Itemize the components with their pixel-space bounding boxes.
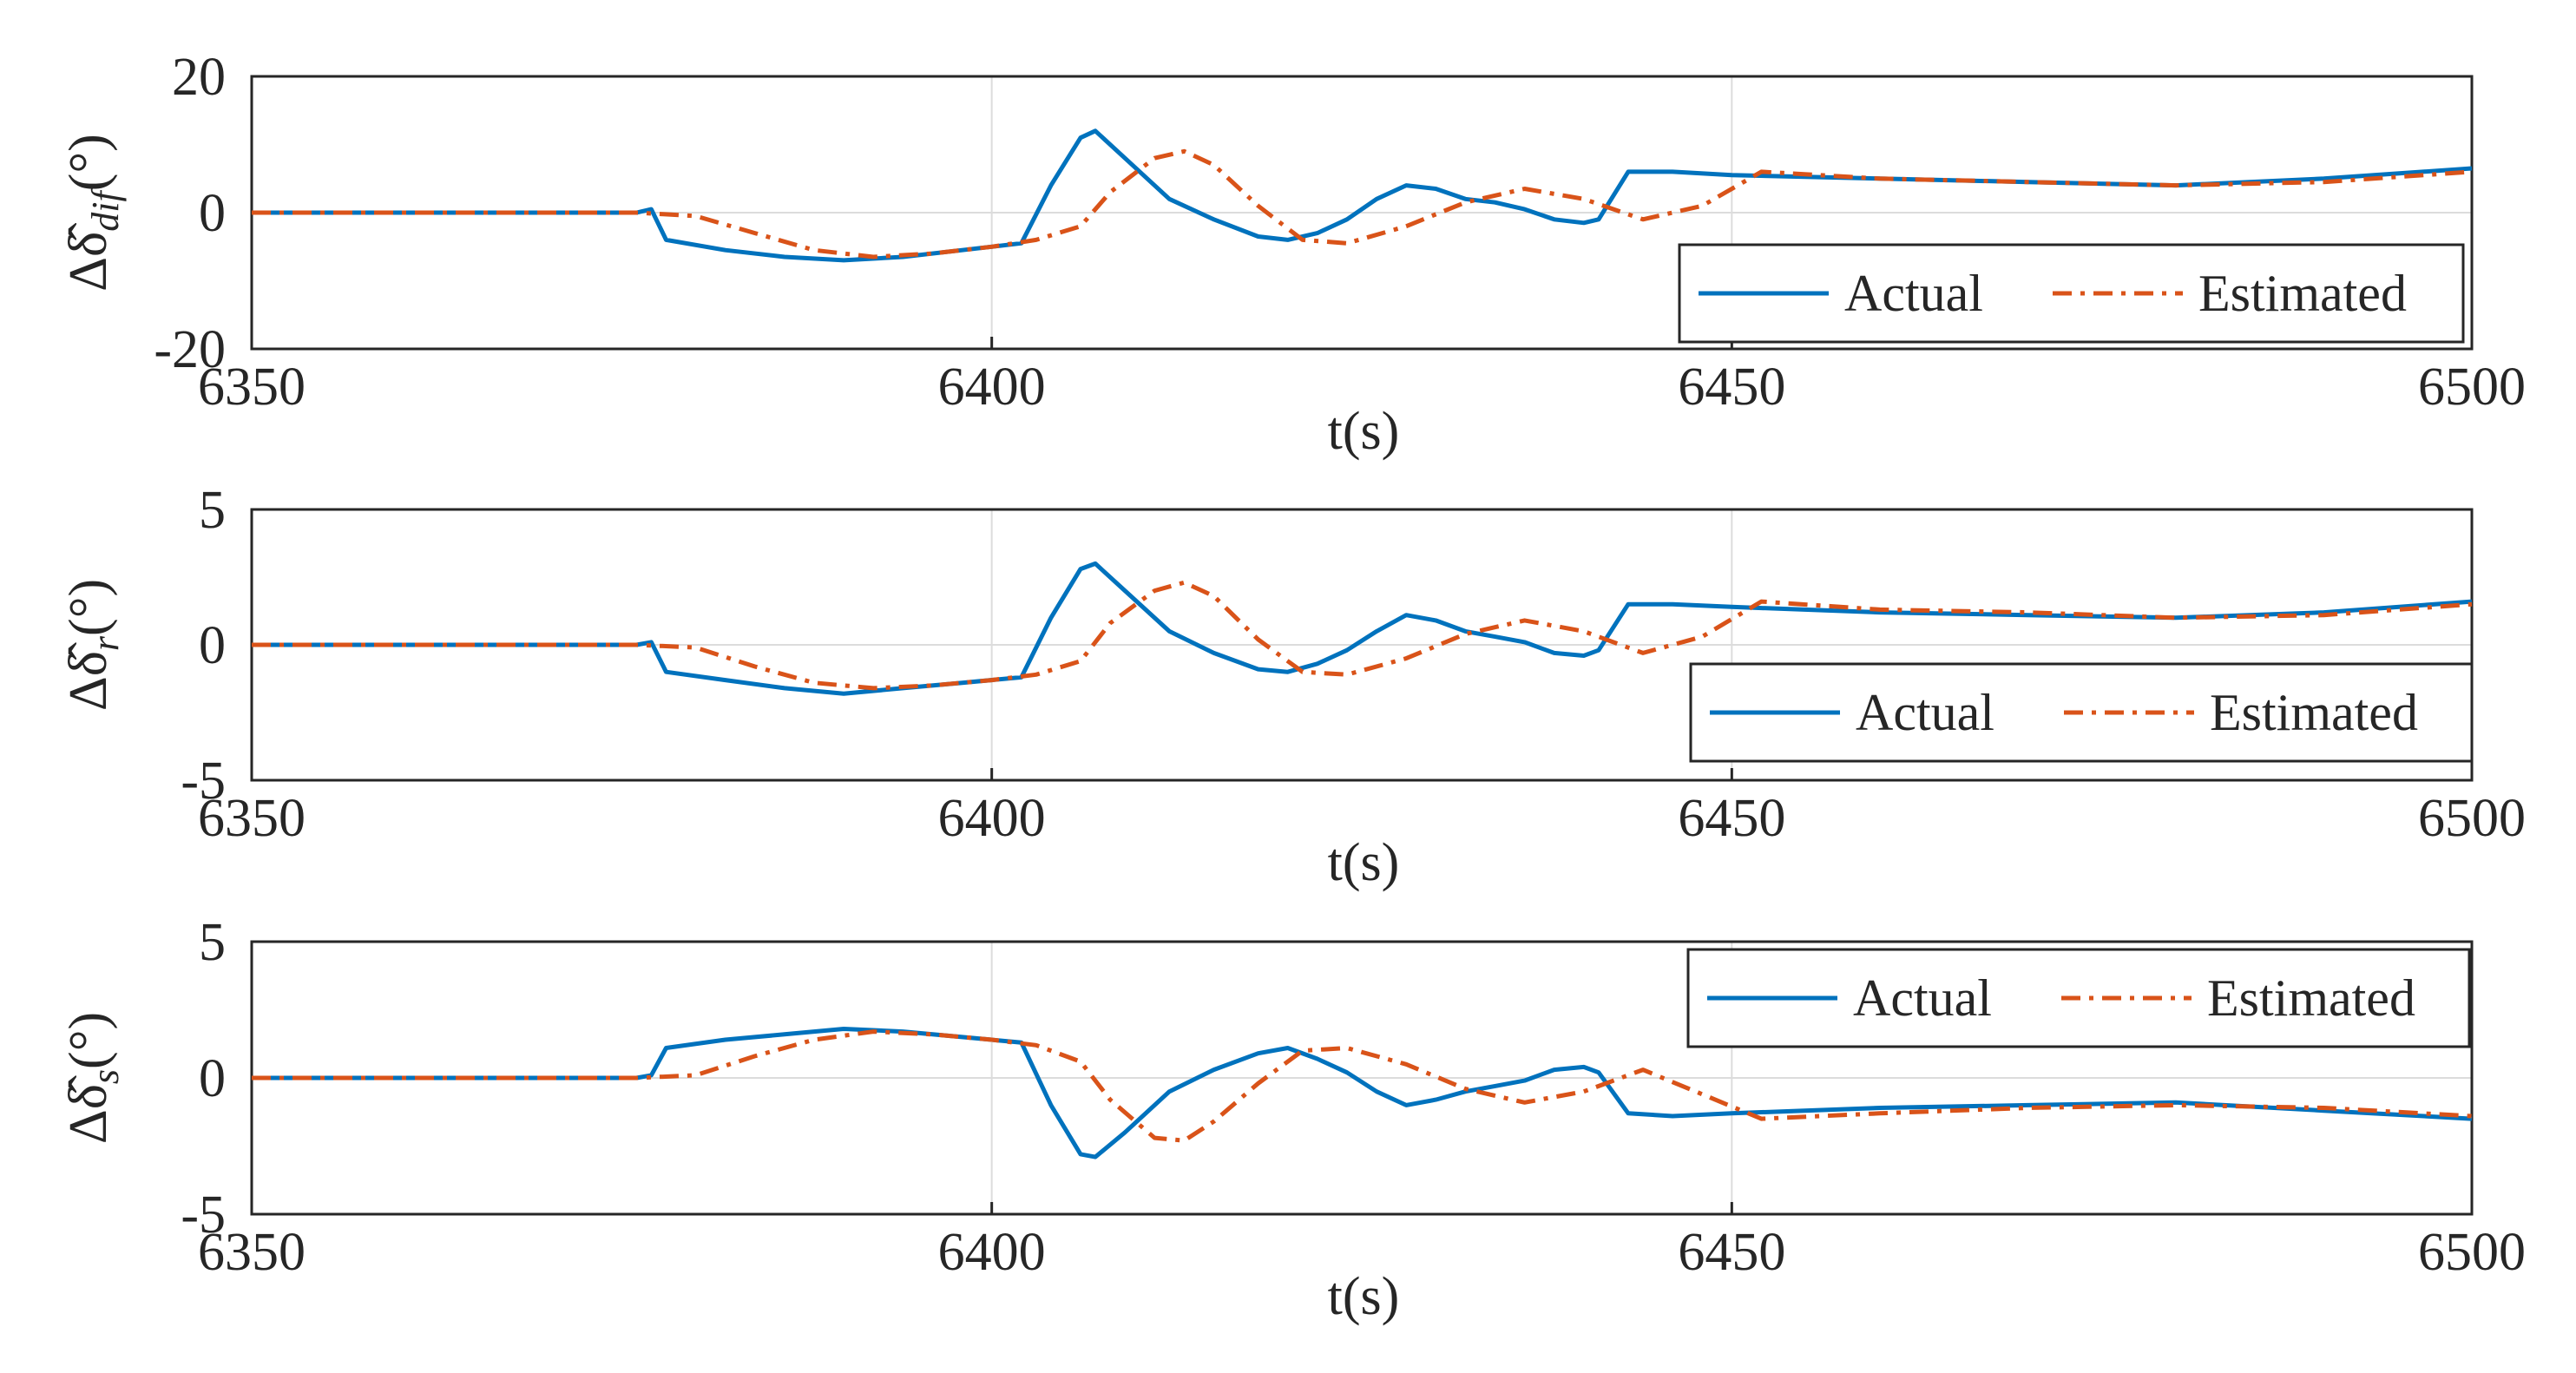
legend-label-actual: Actual [1856,684,1994,741]
legend-label-actual: Actual [1853,969,1992,1027]
y-tick-labels: 20 0 -20 [154,48,264,379]
y-label-subscript: r [84,635,127,651]
x-tick-label-3: 6500 [2418,1223,2526,1282]
y-label-delta: Δ [59,676,118,711]
y-label-unit: (°) [59,579,118,636]
y-tick-label-2: -20 [154,320,226,379]
series-layer [252,128,2473,263]
series-line-estimated [252,1029,2473,1143]
y-tick-label-2: -5 [181,1186,226,1245]
x-axis-label: t(s) [1328,833,1400,892]
y-tick-label-1: 0 [199,616,226,675]
x-tick-labels: 6350 6400 6450 6500 [198,337,2526,417]
series-line-actual [252,561,2473,696]
y-tick-labels: 5 0 -5 [181,481,264,811]
series-layer [252,561,2473,696]
x-tick-label-0: 6350 [198,1223,306,1282]
y-label-subscript: dif [84,187,127,232]
x-axis-label: t(s) [1328,1267,1400,1326]
x-tick-label-3: 6500 [2418,358,2526,417]
y-label-delta: Δ [59,1109,118,1144]
y-tick-label-0: 20 [172,48,226,107]
series-line-actual [252,1027,2473,1159]
x-tick-label-1: 6400 [938,1223,1046,1282]
y-tick-label-0: 5 [199,913,226,972]
legend-label-estimated: Estimated [2207,969,2415,1027]
legend: Actual Estimated [1686,948,2471,1048]
y-label-subscript: s [84,1069,127,1084]
legend: Actual Estimated [1689,662,2474,763]
panel-delta-s: 6350 6400 6450 6500 50-5 t(s) Δδ̂s(°) Actua… [59,913,2526,1326]
series-line-actual [252,128,2473,263]
y-axis-label: Δδ̂dif(°) [59,134,127,292]
y-tick-label-2: -5 [181,752,226,811]
x-tick-label-1: 6400 [938,358,1046,417]
x-tick-label-0: 6350 [198,789,306,848]
x-tick-labels: 6350 6400 6450 6500 [198,1202,2526,1282]
y-tick-label-1: 0 [199,1049,226,1108]
panel-delta-r: 6350 6400 6450 6500 5 0 -5 t(s) Δδ̂r(°) Actua… [59,481,2526,892]
y-axis-label: Δδ̂r(°) [59,579,127,711]
x-tick-label-1: 6400 [938,789,1046,848]
y-tick-labels: 5 0 -5 [181,913,264,1245]
legend: Actual Estimated [1678,243,2465,344]
series-layer [252,1027,2473,1159]
x-axis-label: t(s) [1328,402,1400,461]
x-tick-label-2: 6450 [1678,1223,1785,1282]
panel-delta-dif: 6350 6400 6450 6500 20 0 -20 t(s) Δδ̂dif(°) A… [59,48,2526,461]
y-tick-label-1: 0 [199,184,226,243]
x-tick-label-3: 6500 [2418,789,2526,848]
legend-label-estimated: Estimated [2210,684,2418,741]
x-tick-label-2: 6450 [1678,789,1785,848]
series-line-estimated [252,148,2473,259]
y-tick-label-0: 5 [199,481,226,540]
legend-label-estimated: Estimated [2198,265,2407,322]
x-tick-labels: 6350 6400 6450 6500 [198,768,2526,848]
x-tick-label-0: 6350 [198,358,306,417]
legend-label-actual: Actual [1844,265,1983,322]
y-label-unit: (°) [59,134,118,191]
series-line-estimated [252,580,2473,691]
y-label-delta: Δ [59,257,118,292]
x-tick-label-2: 6450 [1678,358,1785,417]
y-label-unit: (°) [59,1012,118,1069]
